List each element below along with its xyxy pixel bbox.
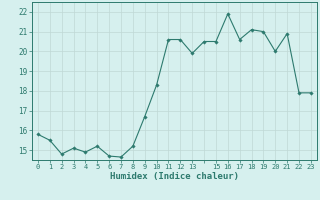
X-axis label: Humidex (Indice chaleur): Humidex (Indice chaleur) (110, 172, 239, 181)
